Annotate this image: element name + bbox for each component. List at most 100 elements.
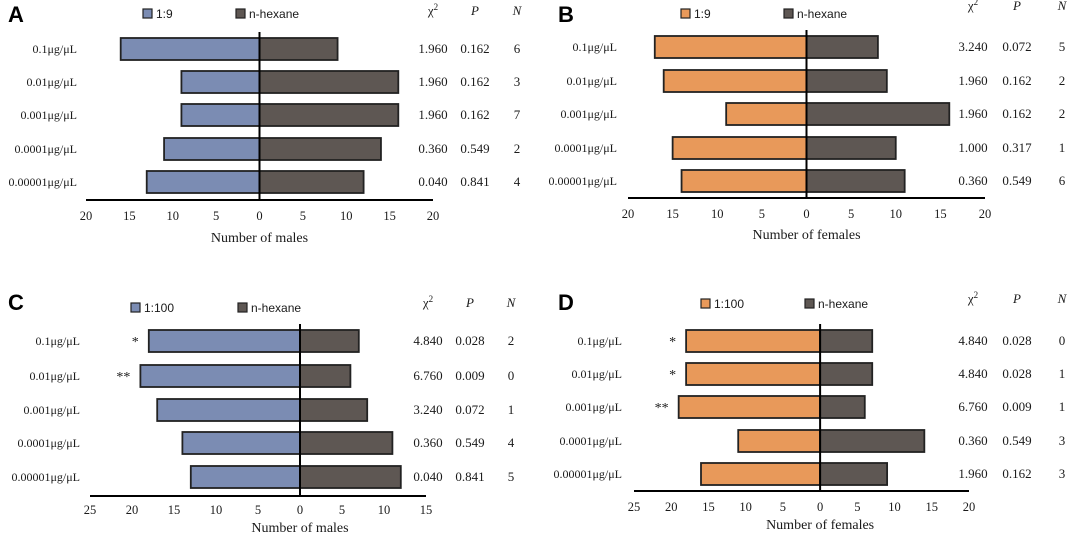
tick-label: 10: [340, 209, 353, 223]
tick-label: 5: [339, 503, 345, 517]
legend-swatch-left: [700, 298, 711, 309]
bar-right: [805, 35, 879, 59]
tick-label: 20: [80, 209, 93, 223]
bar-right: [819, 362, 874, 386]
panel-letter: A: [8, 2, 24, 27]
chi-square-value: 1.960: [418, 74, 447, 89]
bar-right: [819, 329, 874, 353]
p-value: 0.549: [455, 435, 484, 450]
chi-square-value: 4.840: [958, 366, 987, 381]
chi-square-value: 3.240: [413, 402, 442, 417]
category-label: 0.001μg/μL: [565, 400, 622, 414]
significance-marker: **: [116, 370, 130, 385]
legend-swatch-right: [237, 302, 248, 313]
chi-square-value: 1.000: [958, 140, 987, 155]
x-axis-label: Number of females: [766, 518, 874, 533]
tick-label: 0: [297, 503, 303, 517]
p-value: 0.028: [455, 333, 484, 348]
chi-square-value: 1.960: [418, 41, 447, 56]
chi-square-value: 0.360: [958, 433, 987, 448]
panel-b: B 1:9 n-hexane χ2 P N 0.1μg/μL 3.240 0.072 5 0.01μ…: [548, 0, 1067, 243]
header-chi-square: χ2: [427, 2, 438, 18]
n-value: 1: [1059, 366, 1066, 381]
tick-label: 20: [427, 209, 440, 223]
category-label: 0.00001μg/μL: [553, 467, 622, 481]
tick-label: 15: [666, 207, 679, 221]
legend-swatch-left: [130, 302, 141, 313]
n-value: 7: [514, 107, 521, 122]
p-value: 0.162: [1002, 106, 1031, 121]
chi-square-value: 1.960: [958, 106, 987, 121]
p-value: 0.841: [460, 174, 489, 189]
chi-square-value: 4.840: [413, 333, 442, 348]
tick-label: 20: [963, 500, 976, 514]
bar-left: [147, 329, 301, 353]
bar-left: [671, 136, 808, 160]
tick-label: 5: [780, 500, 786, 514]
p-value: 0.009: [455, 368, 484, 383]
chi-square-value: 6.760: [958, 399, 987, 414]
legend-swatch-right: [783, 8, 794, 19]
panel-letter: C: [8, 290, 24, 315]
tick-label: 10: [378, 503, 391, 517]
legend-swatch-right: [235, 8, 246, 19]
tick-label: 5: [759, 207, 765, 221]
tick-label: 10: [711, 207, 724, 221]
tick-label: 20: [126, 503, 139, 517]
bar-left: [181, 431, 301, 455]
significance-marker: **: [655, 401, 669, 416]
n-value: 0: [1059, 333, 1066, 348]
bar-left: [700, 462, 822, 486]
n-value: 2: [514, 141, 521, 156]
x-axis-label: Number of males: [211, 231, 308, 246]
category-label: 0.1μg/μL: [32, 42, 77, 56]
bar-right: [258, 103, 400, 127]
bar-left: [156, 398, 301, 422]
p-value: 0.028: [1002, 333, 1031, 348]
chi-square-value: 0.360: [958, 173, 987, 188]
category-label: 0.001μg/μL: [23, 403, 80, 417]
legend-label-left: 1:100: [714, 297, 744, 311]
chi-square-value: 6.760: [413, 368, 442, 383]
p-value: 0.841: [455, 469, 484, 484]
bar-left: [189, 465, 301, 489]
tick-label: 10: [210, 503, 223, 517]
p-value: 0.162: [1002, 73, 1031, 88]
chi-square-value: 0.040: [413, 469, 442, 484]
bar-right: [805, 169, 906, 193]
legend-swatch-right: [804, 298, 815, 309]
n-value: 3: [1059, 466, 1066, 481]
n-value: 1: [508, 402, 515, 417]
bar-right: [805, 102, 951, 126]
tick-label: 5: [848, 207, 854, 221]
header-n: N: [506, 295, 517, 310]
bar-left: [145, 170, 261, 194]
legend-label-left: 1:9: [694, 7, 711, 21]
tick-label: 5: [854, 500, 860, 514]
n-value: 4: [514, 174, 521, 189]
tick-label: 10: [739, 500, 752, 514]
bar-left: [737, 429, 822, 453]
tick-label: 10: [167, 209, 180, 223]
p-value: 0.162: [460, 41, 489, 56]
legend-label-left: 1:9: [156, 7, 173, 21]
p-value: 0.072: [1002, 39, 1031, 54]
category-label: 0.01μg/μL: [566, 74, 617, 88]
chi-square-value: 0.040: [418, 174, 447, 189]
tick-label: 0: [803, 207, 809, 221]
tick-label: 15: [702, 500, 715, 514]
category-label: 0.01μg/μL: [29, 369, 80, 383]
bar-right: [299, 398, 369, 422]
bar-left: [180, 70, 261, 94]
header-n: N: [512, 3, 523, 18]
panel-c: C 1:100 n-hexane χ2 P N 0.1μg/μL * 4.840 0.028 2 0.…: [8, 290, 517, 534]
tick-label: 5: [300, 209, 306, 223]
p-value: 0.162: [1002, 466, 1031, 481]
chi-square-value: 1.960: [958, 466, 987, 481]
header-p: P: [470, 3, 479, 18]
panel-a: A 1:9 n-hexane χ2 P N 0.1μg/μL 1.960 0.162 6 0.01μ…: [8, 2, 523, 246]
bar-left: [685, 362, 822, 386]
panel-d: D 1:100 n-hexane χ2 P N 0.1μg/μL * 4.840 0.028 0 0.…: [553, 290, 1067, 533]
chi-square-value: 1.960: [418, 107, 447, 122]
